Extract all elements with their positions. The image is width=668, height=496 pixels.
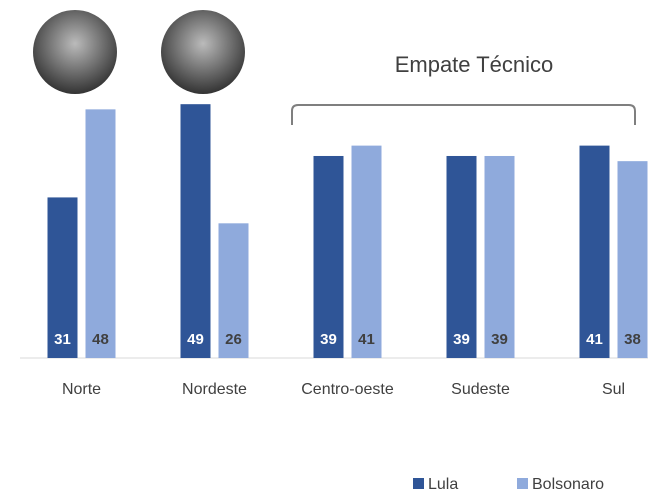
bar bbox=[86, 109, 116, 358]
bracket bbox=[292, 105, 635, 125]
bar bbox=[314, 156, 344, 358]
value-label: 31 bbox=[54, 331, 71, 348]
x-tick-label: Nordeste bbox=[182, 381, 247, 398]
value-label: 38 bbox=[624, 331, 641, 348]
bar bbox=[181, 104, 211, 358]
bar bbox=[618, 161, 648, 358]
value-label: 41 bbox=[358, 331, 375, 348]
x-tick-label: Sudeste bbox=[451, 381, 510, 398]
bar bbox=[580, 146, 610, 358]
portrait bbox=[33, 10, 117, 94]
bar bbox=[447, 156, 477, 358]
legend-label: Lula bbox=[428, 476, 458, 493]
legend-swatch bbox=[517, 478, 528, 489]
x-tick-label: Sul bbox=[602, 381, 625, 398]
portrait bbox=[161, 10, 245, 94]
value-label: 39 bbox=[491, 331, 508, 348]
legend-label: Bolsonaro bbox=[532, 476, 604, 493]
value-label: 48 bbox=[92, 331, 109, 348]
value-label: 39 bbox=[453, 331, 470, 348]
value-label: 49 bbox=[187, 331, 204, 348]
bar bbox=[485, 156, 515, 358]
value-label: 39 bbox=[320, 331, 337, 348]
value-label: 26 bbox=[225, 331, 242, 348]
bar bbox=[352, 146, 382, 358]
chart: Empate Técnico Norte 31 48 Nordeste 49 26 Cent… bbox=[0, 0, 668, 496]
annotation: Empate Técnico bbox=[395, 52, 554, 77]
x-tick-label: Centro-oeste bbox=[301, 381, 394, 398]
value-label: 41 bbox=[586, 331, 603, 348]
legend-swatch bbox=[413, 478, 424, 489]
x-tick-label: Norte bbox=[62, 381, 101, 398]
